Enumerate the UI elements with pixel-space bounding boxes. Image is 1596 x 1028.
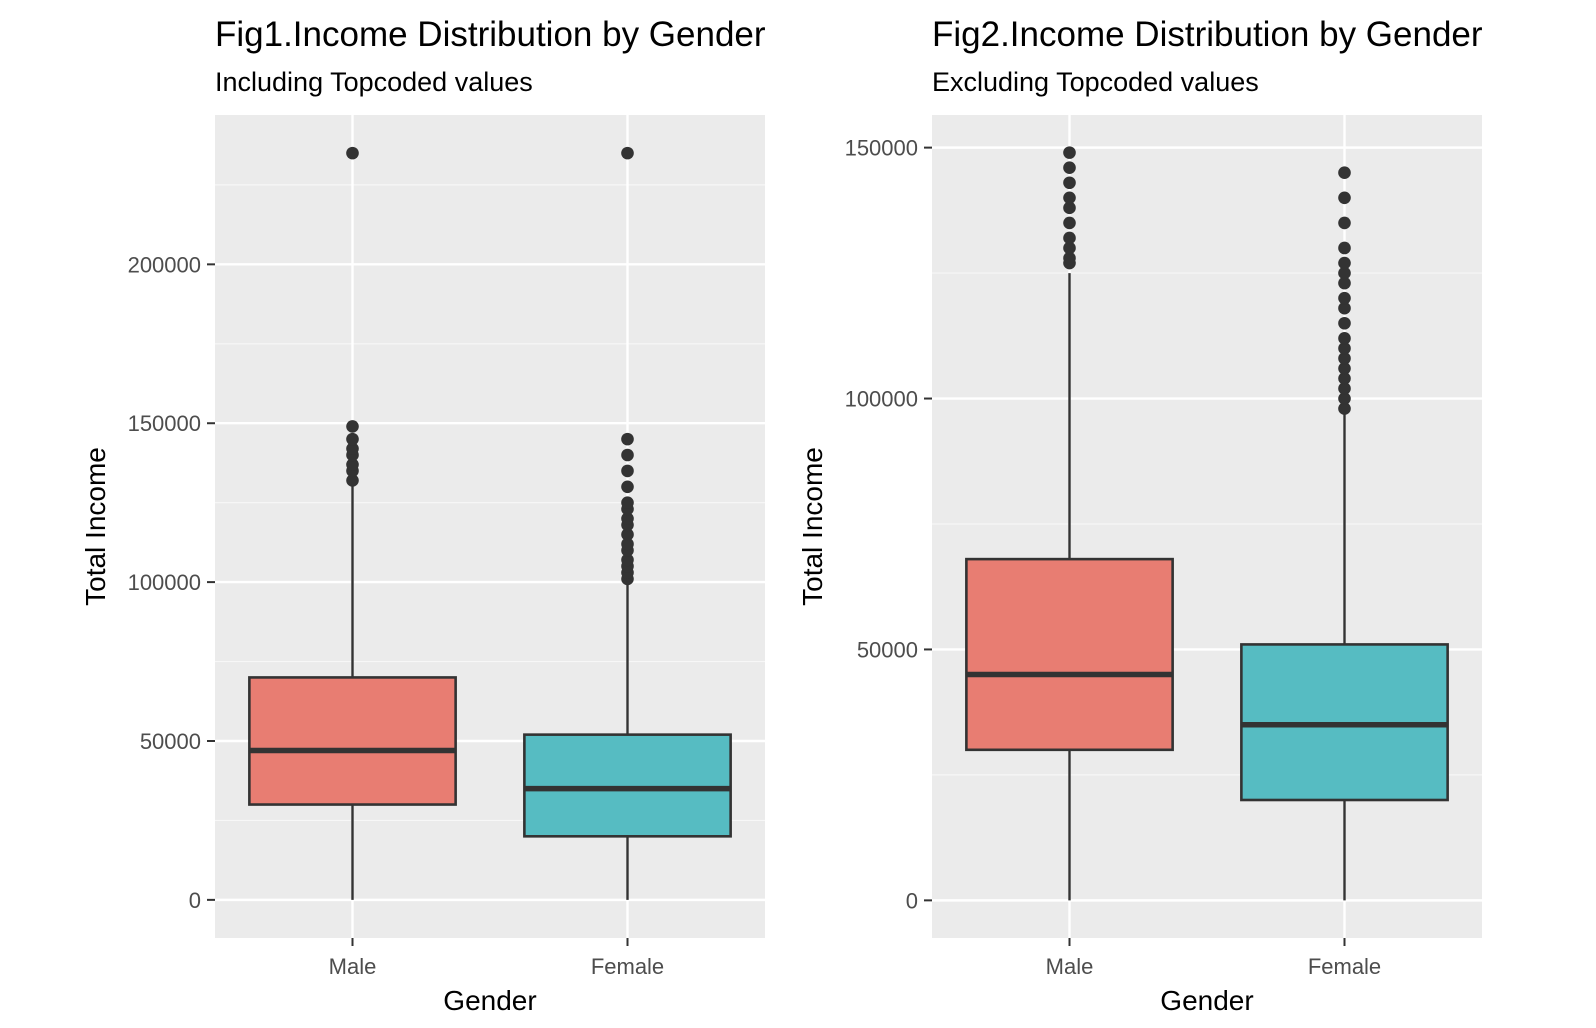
outlier-point [1338, 241, 1351, 255]
y-tick-label: 0 [189, 888, 201, 913]
y-tick-label: 50000 [857, 637, 918, 662]
outlier-point [346, 474, 359, 487]
box-body [523, 733, 732, 838]
chart-title: Fig2.Income Distribution by Gender [932, 15, 1483, 54]
outlier-point [621, 448, 634, 462]
box-female [523, 146, 732, 900]
y-tick-label: 200000 [128, 252, 201, 277]
y-tick-label: 150000 [845, 136, 918, 161]
panel-1: Fig1.Income Distribution by Gender Includ… [80, 15, 766, 1016]
outlier-point [621, 528, 634, 541]
title-group: Fig2.Income Distribution by Gender [932, 15, 1483, 54]
outlier-point [346, 146, 359, 160]
outlier-point [1063, 216, 1076, 230]
outlier-point [621, 496, 634, 509]
box-body [965, 557, 1174, 752]
outlier-point [621, 480, 634, 494]
y-tick-label: 0 [906, 888, 918, 913]
outlier-point [621, 512, 634, 525]
outlier-point [1063, 241, 1076, 255]
x-axis-title: Gender [1160, 985, 1253, 1016]
y-tick-label: 100000 [845, 387, 918, 412]
outlier-point [1338, 382, 1351, 395]
outlier-point [346, 420, 359, 433]
outlier-point [1338, 291, 1351, 305]
outlier-point [1338, 166, 1351, 180]
y-axis-title: Total Income [80, 447, 111, 606]
outlier-point [1338, 372, 1351, 385]
box-male [965, 146, 1174, 901]
y-tick-label: 50000 [140, 729, 201, 754]
outlier-point [1063, 251, 1076, 265]
outlier-point [1063, 201, 1076, 215]
y-axis-title: Total Income [797, 447, 828, 606]
title-group: Fig1.Income Distribution by Gender [215, 15, 766, 54]
outlier-point [621, 146, 634, 160]
outlier-point [1338, 266, 1351, 280]
outlier-point [1338, 216, 1351, 230]
x-axis-title: Gender [443, 985, 536, 1016]
x-tick-label: Male [329, 954, 377, 979]
outlier-point [621, 464, 634, 478]
y-tick-label: 150000 [128, 411, 201, 436]
x-tick-label: Female [591, 954, 664, 979]
outlier-point [1338, 191, 1351, 205]
x-tick-label: Female [1308, 954, 1381, 979]
outlier-point [346, 432, 359, 446]
plot-background [932, 115, 1482, 938]
box-female [1240, 166, 1449, 901]
outlier-point [621, 432, 634, 446]
outlier-point [1063, 161, 1076, 174]
panel-2: Fig2.Income Distribution by Gender Exclud… [797, 15, 1483, 1016]
outlier-point [346, 458, 359, 471]
outlier-point [621, 553, 634, 567]
chart-subtitle: Including Topcoded values [215, 67, 533, 97]
box-male [248, 146, 457, 900]
y-tick-label: 100000 [128, 570, 201, 595]
outlier-point [1338, 362, 1351, 375]
outlier-point [1338, 332, 1351, 345]
outlier-point [1338, 256, 1351, 270]
outlier-point [1338, 342, 1351, 355]
outlier-point [1338, 392, 1351, 405]
outlier-point [1338, 352, 1351, 365]
chart-title: Fig1.Income Distribution by Gender [215, 15, 766, 54]
outlier-point [1063, 146, 1076, 159]
box-body [248, 676, 457, 806]
outlier-point [1338, 402, 1351, 415]
outlier-point [1063, 231, 1076, 245]
outlier-point [1338, 316, 1351, 330]
outlier-point [621, 537, 634, 551]
outlier-point [1063, 191, 1076, 205]
outlier-point [1338, 301, 1351, 315]
outlier-point [1338, 276, 1351, 290]
chart-subtitle: Excluding Topcoded values [932, 67, 1259, 97]
x-tick-label: Male [1046, 954, 1094, 979]
outlier-point [346, 442, 359, 455]
outlier-point [1063, 176, 1076, 190]
